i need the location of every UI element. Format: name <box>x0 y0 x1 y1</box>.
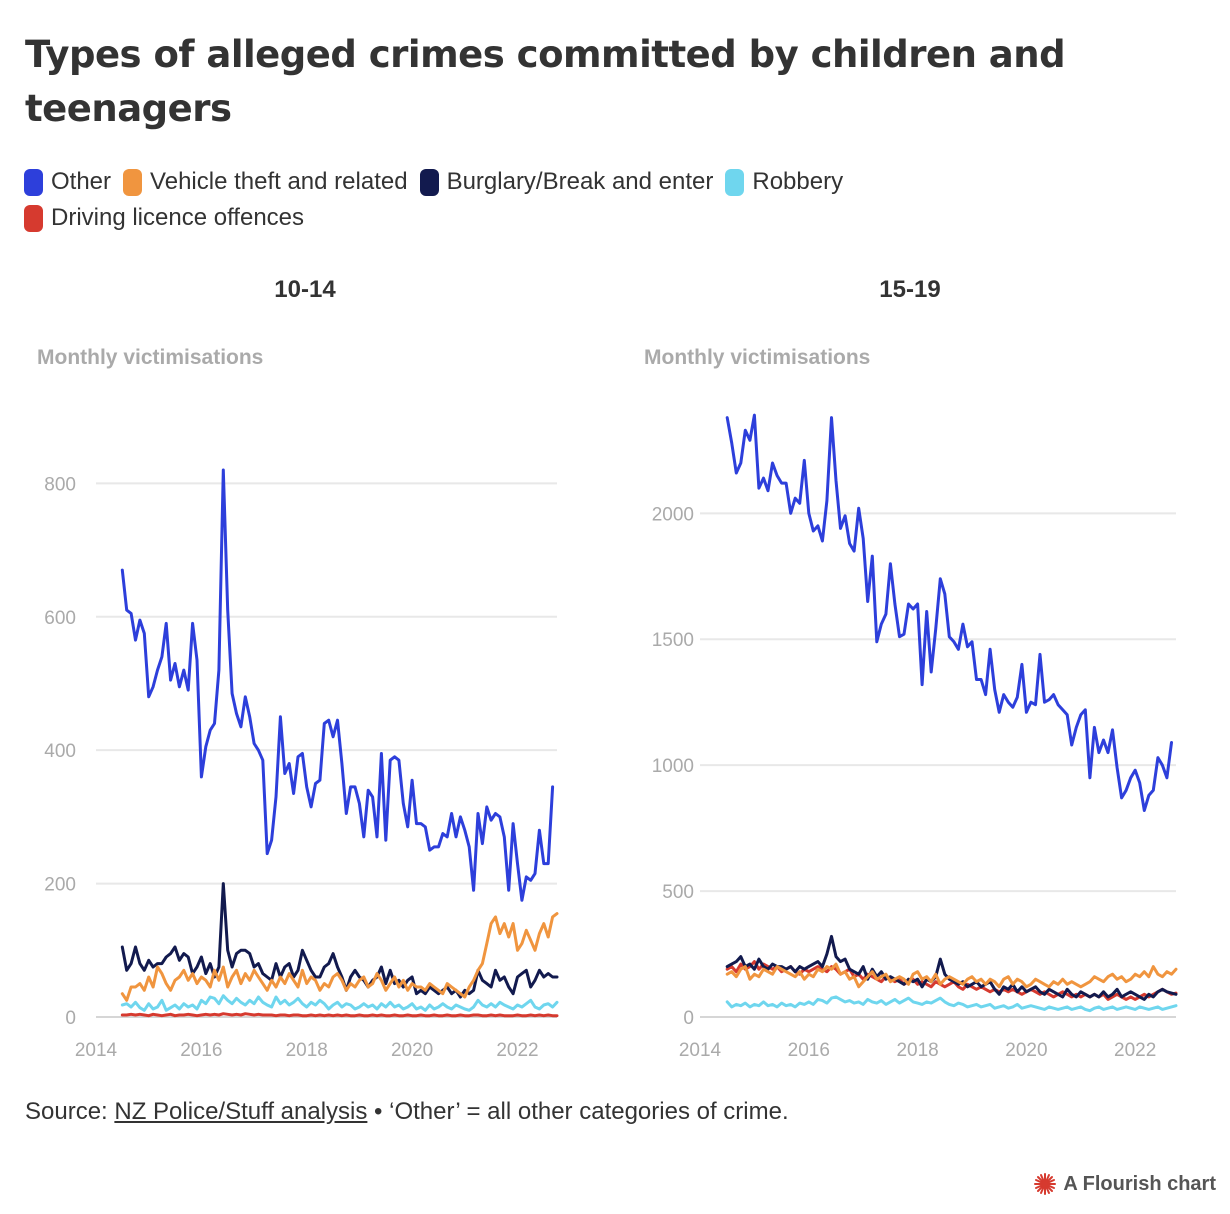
x-tick-label-10-14-2022: 2022 <box>496 1040 538 1061</box>
x-tick-label-10-14-2020: 2020 <box>391 1040 433 1061</box>
x-tick-label-10-14-2014: 2014 <box>75 1040 118 1061</box>
source-prefix: Source: <box>25 1098 115 1125</box>
x-tick-label-15-19-2014: 2014 <box>679 1040 722 1061</box>
x-tick-label-15-19-2016: 2016 <box>788 1040 830 1061</box>
legend-swatch-driving-licence <box>24 204 43 232</box>
series-line-15-19-other[interactable] <box>725 413 1173 812</box>
panel-title-10-14: 10-14 <box>274 276 336 303</box>
line-chart-15-19: 0 500 1000 1500 2000 2014 2016 2018 2020 2022 <box>652 413 1178 1061</box>
flourish-logo-icon <box>1034 1173 1057 1195</box>
y-axis-caption-10-14: Monthly victimisations <box>37 346 264 369</box>
y-tick-label-10-14-600: 600 <box>44 608 76 629</box>
legend-label-burglary: Burglary/Break and enter <box>446 168 714 195</box>
legend-item-burglary[interactable]: Burglary/Break and enter <box>419 164 714 200</box>
legend-swatch-burglary <box>419 168 439 196</box>
source-note: Source: NZ Police/Stuff analysis • ‘Othe… <box>25 1098 789 1126</box>
series-line-15-19-robbery[interactable] <box>725 995 1178 1013</box>
x-tick-label-10-14-2016: 2016 <box>180 1040 222 1061</box>
legend-label-robbery: Robbery <box>752 168 844 195</box>
legend-label-driving-licence: Driving licence offences <box>51 204 305 231</box>
legend-item-driving-licence[interactable]: Driving licence offences <box>24 200 304 236</box>
source-suffix: • ‘Other’ = all other categories of crim… <box>367 1098 789 1125</box>
series-line-10-14-burglary-break-and-enter[interactable] <box>120 882 559 999</box>
chart-title: Types of alleged crimes committed by chi… <box>25 33 1066 130</box>
x-tick-label-15-19-2022: 2022 <box>1114 1040 1156 1061</box>
y-tick-label-10-14-800: 800 <box>44 474 76 495</box>
y-tick-label-15-19-2000: 2000 <box>652 504 694 525</box>
line-chart-10-14: 0 200 400 600 800 2014 2016 2018 2020 2022 <box>44 468 559 1061</box>
x-tick-label-10-14-2018: 2018 <box>286 1040 328 1061</box>
legend-item-vehicle-theft[interactable]: Vehicle theft and related <box>123 164 408 200</box>
y-tick-label-10-14-400: 400 <box>44 741 76 762</box>
legend-swatch-robbery <box>725 168 745 196</box>
series-line-15-19-vehicle-theft-and-related[interactable] <box>725 962 1178 989</box>
y-tick-label-10-14-0: 0 <box>65 1008 76 1029</box>
series-line-10-14-vehicle-theft-and-related[interactable] <box>120 912 559 1002</box>
flourish-credit[interactable]: A Flourish chart <box>1033 1172 1216 1196</box>
series-line-15-19-burglary-break-and-enter[interactable] <box>725 934 1178 1001</box>
series-line-10-14-robbery[interactable] <box>120 994 559 1012</box>
legend-item-other[interactable]: Other <box>24 164 111 200</box>
x-tick-label-15-19-2018: 2018 <box>896 1040 938 1061</box>
y-tick-label-15-19-1000: 1000 <box>652 756 694 777</box>
legend: Other Vehicle theft and related Burglary… <box>24 164 1024 236</box>
legend-label-other: Other <box>51 168 112 195</box>
y-tick-label-15-19-0: 0 <box>683 1008 694 1029</box>
y-tick-label-15-19-500: 500 <box>662 882 694 903</box>
legend-swatch-other <box>24 168 43 196</box>
y-tick-label-10-14-200: 200 <box>44 875 76 896</box>
series-line-10-14-driving-licence-offences[interactable] <box>120 1012 559 1018</box>
y-tick-label-15-19-1500: 1500 <box>652 630 694 651</box>
x-tick-label-15-19-2020: 2020 <box>1005 1040 1047 1061</box>
series-line-10-14-other[interactable] <box>120 468 555 902</box>
legend-swatch-vehicle-theft <box>123 168 143 196</box>
flourish-credit-text: A Flourish chart <box>1063 1172 1216 1195</box>
panel-title-15-19: 15-19 <box>879 276 941 303</box>
legend-label-vehicle-theft: Vehicle theft and related <box>150 168 408 195</box>
y-axis-caption-15-19: Monthly victimisations <box>644 346 871 369</box>
source-link[interactable]: NZ Police/Stuff analysis <box>114 1098 368 1125</box>
legend-item-robbery[interactable]: Robbery <box>725 164 843 200</box>
